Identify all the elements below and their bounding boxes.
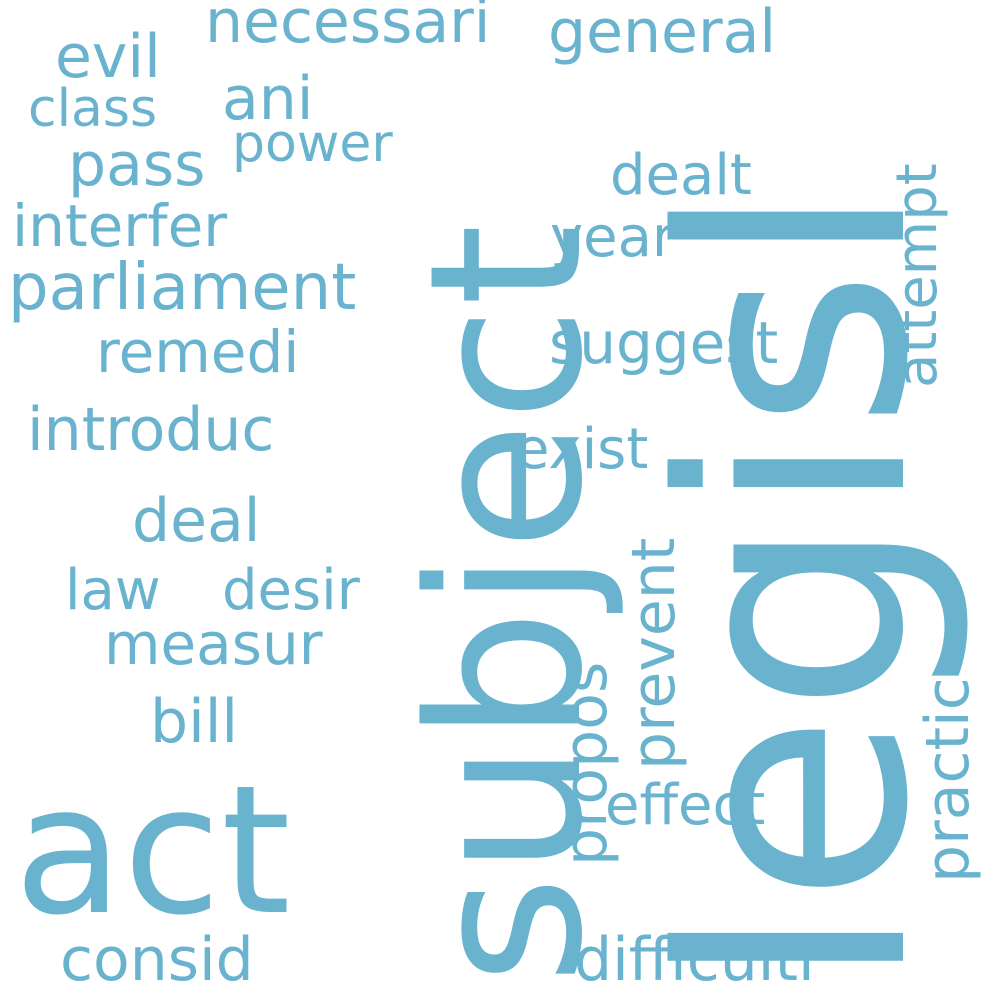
- word-prevent: prevent: [619, 537, 689, 770]
- word-interfer: interfer: [12, 192, 228, 260]
- word-parliament: parliament: [8, 251, 357, 325]
- word-suggest: suggest: [549, 309, 779, 377]
- word-difficulti: difficulti: [574, 925, 815, 995]
- word-year: year: [550, 205, 675, 270]
- word-general: general: [548, 0, 777, 67]
- word-ani: ani: [222, 64, 314, 134]
- word-exist: exist: [515, 417, 649, 482]
- word-measur: measur: [104, 610, 323, 678]
- word-class: class: [28, 79, 158, 139]
- word-pass: pass: [68, 130, 206, 200]
- word-desir: desir: [222, 558, 360, 623]
- word-evil: evil: [55, 22, 161, 92]
- word-law: law: [65, 558, 161, 623]
- word-necessari: necessari: [205, 0, 491, 57]
- word-consid: consid: [60, 925, 254, 995]
- word-dealt: dealt: [610, 143, 752, 208]
- word-effect: effect: [605, 773, 766, 838]
- word-bill: bill: [150, 687, 239, 757]
- word-power: power: [232, 114, 393, 174]
- word-introduc: introduc: [27, 395, 275, 465]
- word-propos: propos: [551, 661, 621, 866]
- word-practic: practic: [913, 677, 983, 883]
- word-remedi: remedi: [96, 318, 300, 386]
- word-act: act: [14, 747, 291, 954]
- word-deal: deal: [132, 486, 261, 556]
- word-attempt: attempt: [885, 163, 950, 388]
